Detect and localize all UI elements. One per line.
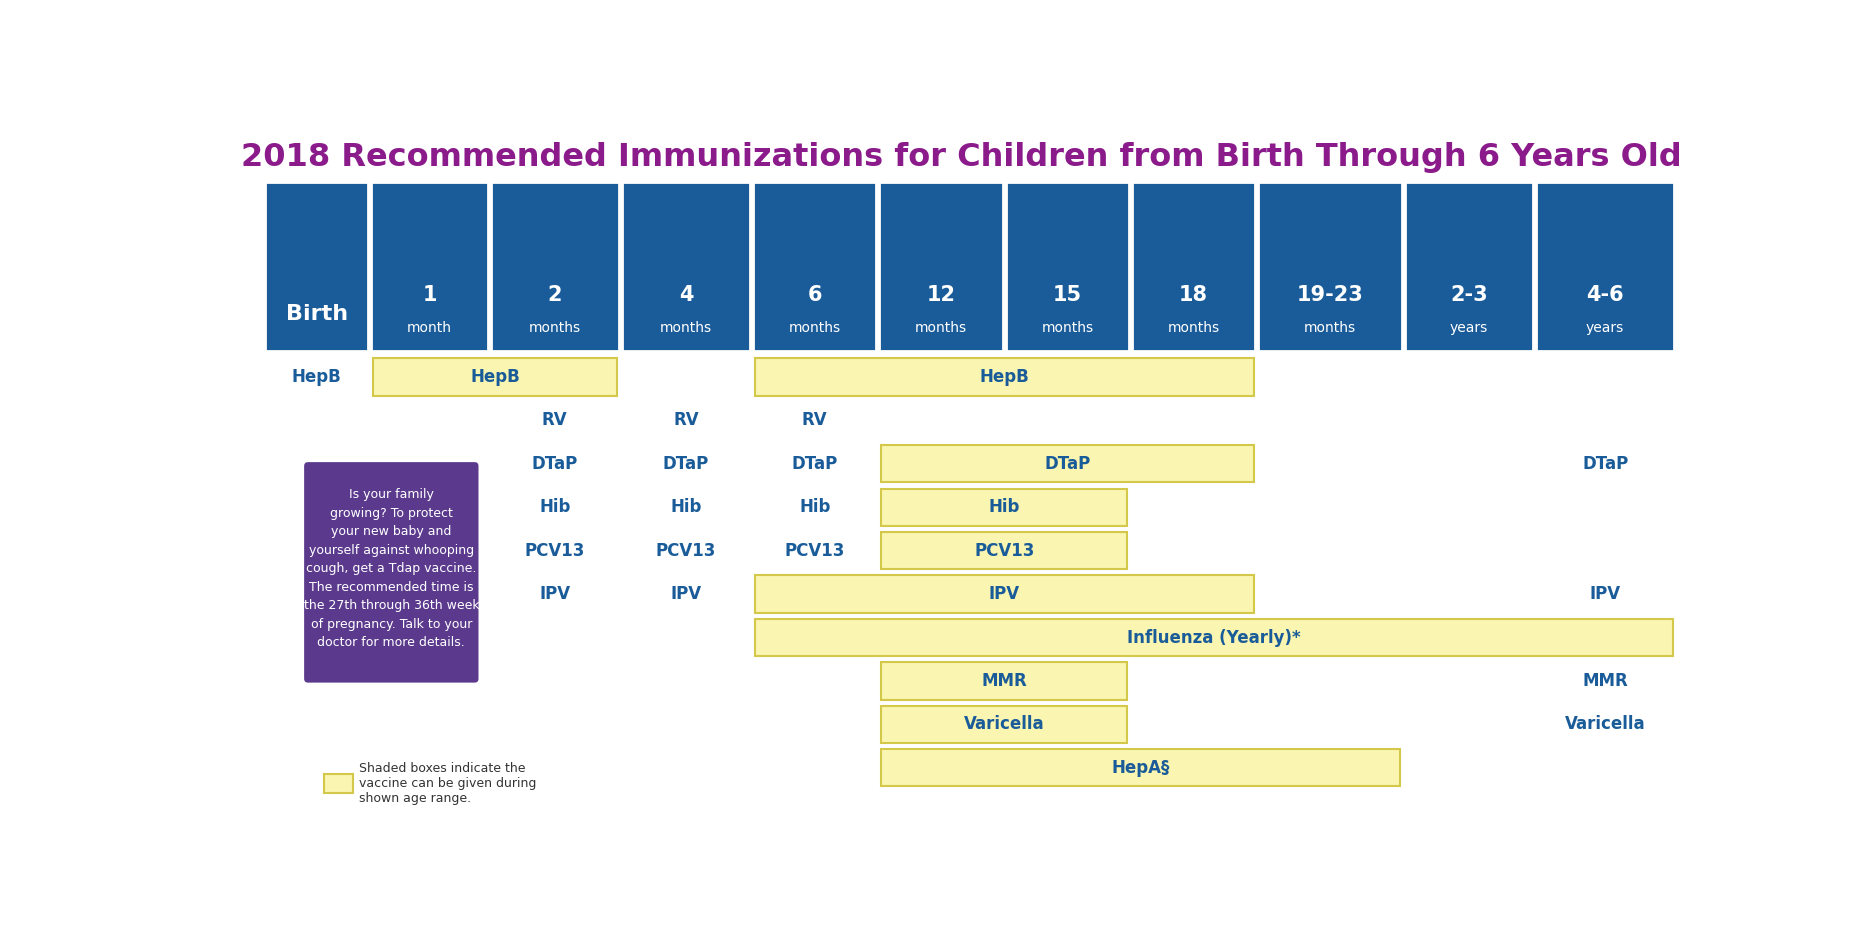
Text: Is your family
growing? To protect
your new baby and
yourself against whooping
c: Is your family growing? To protect your … bbox=[304, 488, 480, 649]
FancyBboxPatch shape bbox=[756, 359, 1254, 395]
Text: months: months bbox=[1168, 320, 1219, 334]
Text: MMR: MMR bbox=[1582, 672, 1628, 690]
Text: 19-23: 19-23 bbox=[1296, 285, 1363, 305]
FancyBboxPatch shape bbox=[881, 445, 1254, 483]
Text: PCV13: PCV13 bbox=[784, 542, 846, 560]
Bar bbox=[1132, 182, 1254, 351]
FancyBboxPatch shape bbox=[881, 488, 1127, 526]
Text: RV: RV bbox=[802, 411, 827, 429]
FancyBboxPatch shape bbox=[881, 706, 1127, 743]
Text: 1: 1 bbox=[422, 285, 437, 305]
FancyBboxPatch shape bbox=[304, 462, 478, 683]
Bar bbox=[879, 182, 1003, 351]
Text: month: month bbox=[407, 320, 452, 334]
FancyBboxPatch shape bbox=[756, 619, 1672, 656]
FancyBboxPatch shape bbox=[373, 359, 617, 395]
Text: months: months bbox=[1041, 320, 1093, 334]
Text: months: months bbox=[1303, 320, 1356, 334]
Text: PCV13: PCV13 bbox=[973, 542, 1035, 560]
Bar bbox=[266, 182, 368, 351]
Text: DTaP: DTaP bbox=[1044, 454, 1091, 473]
Text: 12: 12 bbox=[926, 285, 956, 305]
Text: IPV: IPV bbox=[671, 585, 701, 603]
Text: 6: 6 bbox=[808, 285, 821, 305]
Text: Varicella: Varicella bbox=[1566, 716, 1646, 733]
Text: Hib: Hib bbox=[671, 499, 701, 516]
FancyBboxPatch shape bbox=[756, 576, 1254, 613]
Text: months: months bbox=[660, 320, 712, 334]
Text: 4-6: 4-6 bbox=[1586, 285, 1624, 305]
Text: 2018 Recommended Immunizations for Children from Birth Through 6 Years Old: 2018 Recommended Immunizations for Child… bbox=[240, 142, 1682, 173]
Text: PCV13: PCV13 bbox=[656, 542, 716, 560]
Bar bbox=[1005, 182, 1129, 351]
Text: months: months bbox=[529, 320, 581, 334]
Text: DTaP: DTaP bbox=[1582, 454, 1628, 473]
Text: PCV13: PCV13 bbox=[525, 542, 585, 560]
Text: months: months bbox=[915, 320, 968, 334]
Text: Influenza (Yearly)*: Influenza (Yearly)* bbox=[1127, 628, 1301, 647]
Text: IPV: IPV bbox=[988, 585, 1020, 603]
Text: HepB: HepB bbox=[292, 368, 341, 386]
Text: HepB: HepB bbox=[979, 368, 1029, 386]
Text: Shaded boxes indicate the
vaccine can be given during
shown age range.: Shaded boxes indicate the vaccine can be… bbox=[360, 762, 536, 806]
Text: IPV: IPV bbox=[540, 585, 570, 603]
Text: Varicella: Varicella bbox=[964, 716, 1044, 733]
Bar bbox=[754, 182, 876, 351]
Text: 4: 4 bbox=[679, 285, 694, 305]
Bar bbox=[1404, 182, 1534, 351]
Bar bbox=[1258, 182, 1402, 351]
Text: MMR: MMR bbox=[981, 672, 1028, 690]
Text: DTaP: DTaP bbox=[791, 454, 838, 473]
Text: HepB: HepB bbox=[471, 368, 519, 386]
Text: years: years bbox=[1449, 320, 1489, 334]
FancyBboxPatch shape bbox=[324, 774, 352, 793]
Bar bbox=[1536, 182, 1674, 351]
Text: IPV: IPV bbox=[1590, 585, 1620, 603]
Text: DTaP: DTaP bbox=[532, 454, 578, 473]
FancyBboxPatch shape bbox=[881, 662, 1127, 700]
Bar bbox=[491, 182, 619, 351]
FancyBboxPatch shape bbox=[881, 532, 1127, 569]
Text: Hib: Hib bbox=[538, 499, 570, 516]
Text: RV: RV bbox=[542, 411, 568, 429]
Text: 18: 18 bbox=[1179, 285, 1208, 305]
Text: Hib: Hib bbox=[988, 499, 1020, 516]
Bar bbox=[371, 182, 488, 351]
Text: years: years bbox=[1586, 320, 1624, 334]
Text: DTaP: DTaP bbox=[664, 454, 709, 473]
Text: 2: 2 bbox=[548, 285, 562, 305]
FancyBboxPatch shape bbox=[881, 749, 1401, 787]
Bar bbox=[622, 182, 750, 351]
Text: HepA§: HepA§ bbox=[1112, 759, 1170, 777]
Text: Hib: Hib bbox=[799, 499, 831, 516]
Text: RV: RV bbox=[673, 411, 699, 429]
Text: 15: 15 bbox=[1052, 285, 1082, 305]
Text: Birth: Birth bbox=[285, 304, 349, 324]
Text: 2-3: 2-3 bbox=[1449, 285, 1487, 305]
Text: months: months bbox=[789, 320, 840, 334]
